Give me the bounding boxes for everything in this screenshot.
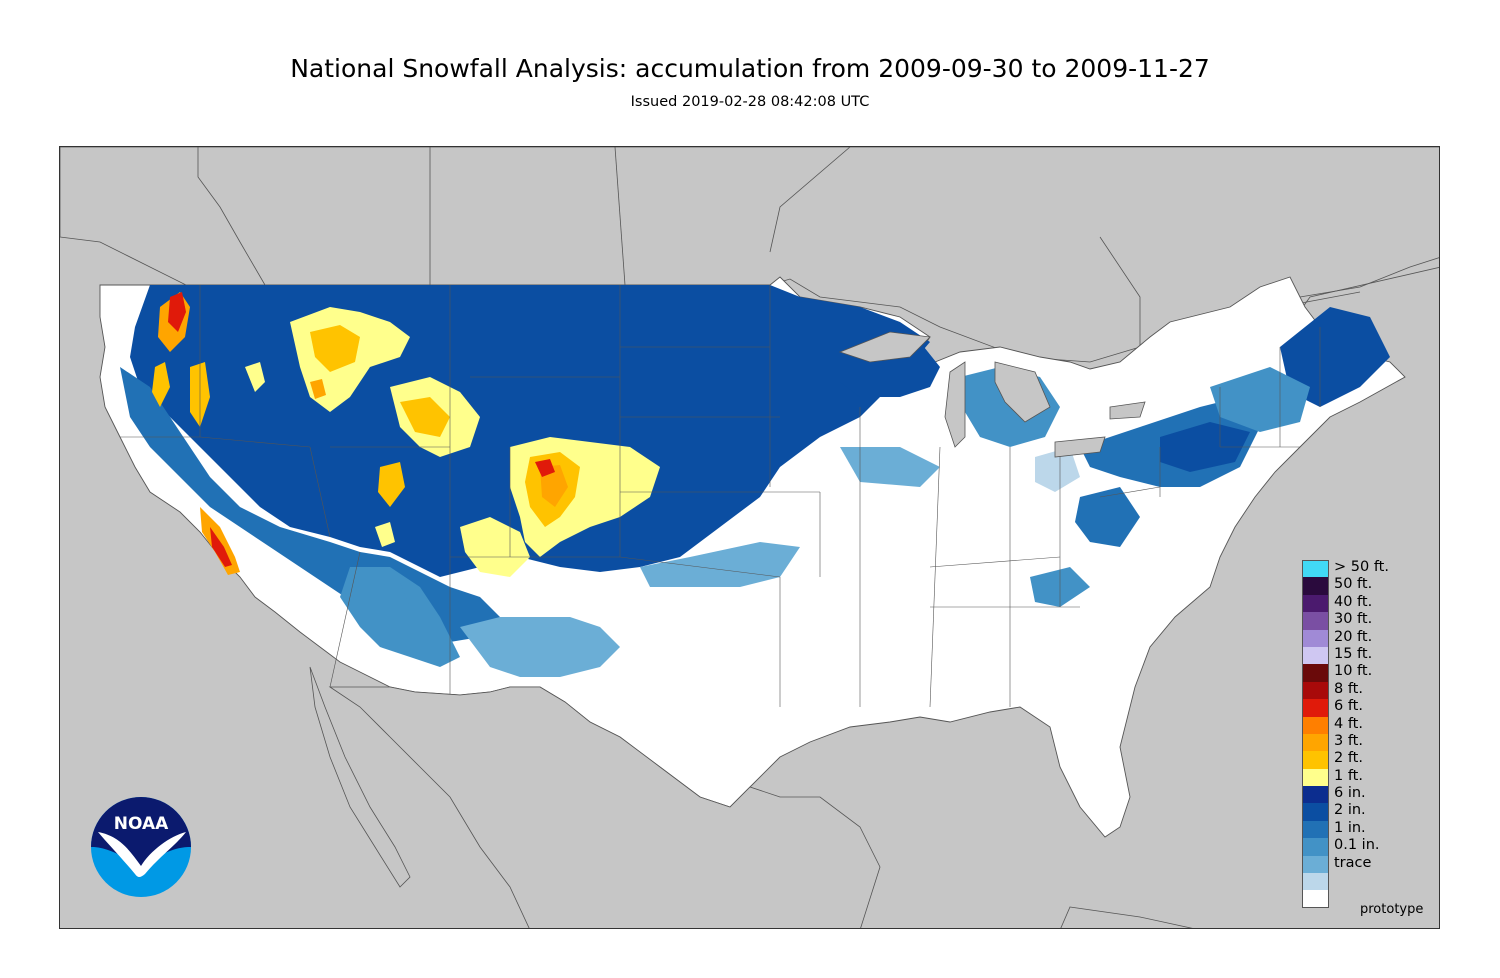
issued-timestamp: Issued 2019-02-28 08:42:08 UTC [630, 94, 870, 110]
legend-swatch [1302, 803, 1329, 821]
legend-item: > 50 ft. [1302, 559, 1432, 578]
legend-swatch [1302, 873, 1329, 891]
mexico-land [328, 686, 881, 928]
legend-item [1302, 890, 1432, 908]
legend-label: 6 in. [1334, 785, 1366, 802]
legend-item: 4 ft. [1302, 715, 1432, 734]
cuba-island [1060, 906, 1193, 928]
legend-swatch [1302, 855, 1329, 874]
legend-label: 1 in. [1334, 819, 1366, 836]
legend-label: 40 ft. [1334, 593, 1373, 610]
legend-label: 1 ft. [1334, 767, 1363, 784]
map-canvas [60, 147, 1439, 928]
legend-swatch [1302, 768, 1329, 787]
state-borders [120, 285, 1321, 708]
legend-label: 8 ft. [1334, 680, 1363, 697]
snow-heavy-regions [152, 292, 660, 577]
legend-label: 2 in. [1334, 802, 1366, 819]
legend-item: 1 ft. [1302, 767, 1432, 787]
legend-item: 1 in. [1302, 819, 1432, 839]
legend-label: > 50 ft. [1334, 559, 1389, 575]
legend-swatch [1302, 786, 1329, 804]
legend-swatch [1302, 890, 1329, 908]
legend-item: 10 ft. [1302, 663, 1432, 682]
legend-swatch [1302, 577, 1329, 595]
legend-swatch [1302, 560, 1329, 578]
legend-swatch [1302, 838, 1329, 856]
legend-swatch [1302, 716, 1329, 734]
legend-item: 50 ft. [1302, 576, 1432, 595]
legend-item: 0.1 in. [1302, 837, 1432, 856]
snowfall-map [59, 146, 1440, 929]
legend-swatch [1302, 664, 1329, 682]
legend-label: 6 ft. [1334, 698, 1363, 715]
legend-item: 3 ft. [1302, 732, 1432, 752]
legend-item: 8 ft. [1302, 680, 1432, 700]
snowfall-legend: > 50 ft. 50 ft. 40 ft. 30 ft. 20 ft. 15 ft. 10… [1302, 559, 1432, 908]
legend-item: 6 in. [1302, 785, 1432, 804]
legend-item: 15 ft. [1302, 645, 1432, 665]
legend-swatch [1302, 646, 1329, 665]
legend-label: trace [1334, 854, 1372, 871]
legend-swatch [1302, 820, 1329, 839]
legend-item: 2 ft. [1302, 750, 1432, 769]
legend-swatch [1302, 594, 1329, 613]
legend-swatch [1302, 681, 1329, 700]
legend-swatch [1302, 751, 1329, 769]
legend-label: 10 ft. [1334, 663, 1373, 680]
legend-swatch [1302, 733, 1329, 752]
legend-swatch [1302, 699, 1329, 717]
map-title: National Snowfall Analysis: accumulation… [290, 54, 1210, 83]
great-lakes [838, 331, 1146, 458]
baja-california [309, 666, 411, 888]
noaa-logo-icon: NOAA [90, 796, 192, 898]
legend-item: 30 ft. [1302, 611, 1432, 630]
legend-label: 4 ft. [1334, 715, 1363, 732]
legend-label: 3 ft. [1334, 732, 1363, 749]
legend-label: 30 ft. [1334, 611, 1373, 628]
prototype-label: prototype [1360, 902, 1424, 917]
legend-label: 15 ft. [1334, 645, 1373, 662]
legend-swatch [1302, 612, 1329, 630]
legend-item [1302, 873, 1432, 891]
legend-item: 20 ft. [1302, 628, 1432, 647]
legend-label: 2 ft. [1334, 750, 1363, 767]
noaa-logo-text: NOAA [114, 814, 169, 834]
legend-item: 2 in. [1302, 802, 1432, 821]
legend-item: 40 ft. [1302, 593, 1432, 613]
legend-label: 50 ft. [1334, 576, 1373, 593]
legend-item: trace [1302, 854, 1432, 874]
legend-label: 20 ft. [1334, 628, 1373, 645]
legend-swatch [1302, 629, 1329, 647]
legend-item: 6 ft. [1302, 698, 1432, 717]
legend-label: 0.1 in. [1334, 837, 1380, 854]
